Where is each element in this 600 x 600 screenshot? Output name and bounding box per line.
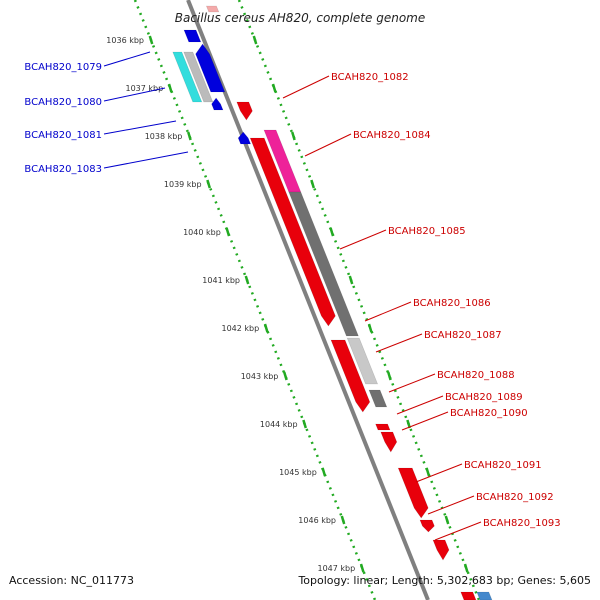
gene-bcah820-1079b-feature	[183, 51, 214, 103]
gene-callout-line-right	[304, 133, 352, 157]
ruler-label: 1043 kbp	[241, 372, 279, 381]
gene-label-right: BCAH820_1091	[464, 460, 542, 471]
genome-summary: Topology: linear; Length: 5,302,683 bp; …	[298, 574, 591, 587]
ruler-tracks: 1036 kbp 1037 kbp 1038 kbp 1039 kbp 1040 kbp…	[106, 0, 481, 600]
gene-callout-line-left	[103, 87, 166, 102]
right-ruler	[237, 0, 481, 600]
left-ruler-tick	[263, 323, 269, 333]
ruler-label: 1041 kbp	[202, 276, 240, 285]
right-ruler-tick	[291, 131, 296, 141]
gene-callout-line-right	[401, 411, 449, 431]
ruler-label: 1036 kbp	[106, 36, 144, 45]
gene-label-left: BCAH820_1080	[24, 97, 102, 108]
gene-partial-feature	[205, 5, 220, 13]
gene-bcah820-1093-feature	[432, 539, 450, 561]
accession-label: Accession: NC_011773	[9, 574, 135, 587]
gene-callouts: BCAH820_1079 BCAH820_1080 BCAH820_1081 BCAH…	[24, 51, 561, 541]
gene-bottom-feature	[460, 591, 477, 600]
gene-bcah820-1092-feature	[419, 519, 435, 533]
gene-callout-line-right	[339, 229, 387, 250]
gene-label-right: BCAH820_1087	[424, 330, 502, 341]
left-ruler-tick	[340, 515, 346, 525]
gene-label-right: BCAH820_1093	[483, 518, 561, 529]
ruler-label: 1037 kbp	[125, 84, 163, 93]
ruler-label: 1047 kbp	[317, 564, 355, 573]
right-ruler-tick	[348, 275, 354, 285]
genome-axis	[186, 0, 430, 600]
genome-axis-line	[186, 0, 430, 600]
gene-bcah820-1088-feature	[368, 389, 388, 408]
gene-label-left: BCAH820_1079	[24, 62, 102, 73]
gene-bcah820-1087-feature	[346, 337, 379, 385]
gene-features	[172, 5, 493, 600]
left-ruler-tick	[283, 371, 288, 381]
left-ruler-tick	[244, 275, 250, 285]
gene-callout-line-right	[396, 395, 444, 415]
gene-bcah820-1081-feature	[211, 97, 224, 111]
ruler-label: 1046 kbp	[298, 516, 336, 525]
gene-bcah820-1079-feature	[172, 51, 203, 103]
ruler-label: 1044 kbp	[260, 420, 298, 429]
gene-label-left: BCAH820_1081	[24, 130, 102, 141]
left-ruler-tick	[187, 131, 192, 141]
gene-callout-line-right	[364, 301, 412, 322]
left-ruler	[133, 0, 377, 600]
gene-label-right: BCAH820_1089	[445, 392, 523, 403]
right-ruler-tick	[463, 563, 469, 573]
gene-bcah820-1091-feature	[397, 467, 429, 519]
right-ruler-tick	[425, 467, 431, 477]
ruler-label: 1039 kbp	[164, 180, 202, 189]
gene-bcah820-1080-feature	[195, 43, 226, 93]
gene-label-right: BCAH820_1090	[450, 408, 528, 419]
ruler-label: 1045 kbp	[279, 468, 317, 477]
gene-callout-line-right	[427, 495, 475, 515]
gene-label-right: BCAH820_1086	[413, 298, 491, 309]
left-ruler-tick	[359, 563, 365, 573]
left-ruler-tick	[206, 179, 211, 189]
right-ruler-tick	[252, 35, 258, 45]
left-ruler-tick	[321, 467, 327, 477]
gene-callout-line-right	[375, 333, 423, 353]
gene-bcah820-1090-feature	[380, 431, 398, 453]
gene-label-right: BCAH820_1084	[353, 130, 431, 141]
gene-bottom-feature-2	[476, 591, 493, 600]
left-ruler-tick	[302, 419, 307, 429]
gene-bcah820-1083-feature	[237, 131, 252, 145]
gene-callout-line-left	[103, 120, 177, 135]
gene-label-right: BCAH820_1085	[388, 226, 466, 237]
gene-callout-line-right	[388, 373, 436, 393]
right-ruler-tick	[444, 515, 450, 525]
right-ruler-tick	[329, 227, 335, 237]
right-ruler-tick	[367, 323, 373, 333]
gene-bcah820-1089-feature	[375, 423, 391, 431]
gene-callout-line-left	[103, 51, 151, 67]
gene-bcah820-1086-feature	[330, 339, 371, 413]
gene-callout-line-right	[434, 521, 482, 541]
gene-callout-line-right	[415, 463, 463, 483]
gene-label-right: BCAH820_1088	[437, 370, 515, 381]
gene-bcah820-1085-feature	[288, 191, 359, 337]
right-ruler-tick	[387, 371, 392, 381]
right-ruler-tick	[310, 179, 315, 189]
gene-callout-line-right	[282, 75, 330, 99]
gene-label-right: BCAH820_1092	[476, 492, 554, 503]
gene-bcah820-1085a-feature	[249, 137, 336, 327]
left-ruler-tick	[225, 227, 231, 237]
gene-label-right: BCAH820_1082	[331, 72, 409, 83]
ruler-label: 1040 kbp	[183, 228, 221, 237]
gene-callout-line-left	[103, 151, 189, 169]
gene-label-left: BCAH820_1083	[24, 164, 102, 175]
left-ruler-tick	[148, 35, 154, 45]
ruler-label: 1042 kbp	[221, 324, 259, 333]
map-title: Bacillus cereus AH820, complete genome	[175, 11, 425, 25]
ruler-label: 1038 kbp	[145, 132, 183, 141]
right-ruler-tick	[271, 83, 277, 93]
gene-reverse-feature	[183, 29, 202, 43]
left-ruler-tick	[167, 83, 173, 93]
gene-bcah820-1082-feature	[236, 101, 253, 121]
